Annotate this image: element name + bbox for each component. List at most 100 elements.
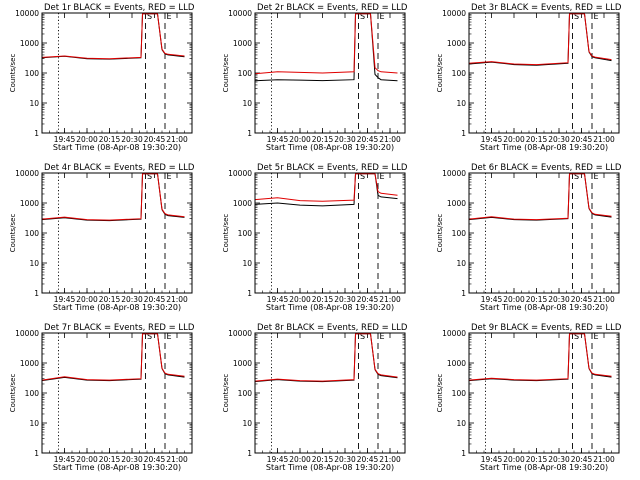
x-tick-label: 20:30 (334, 455, 356, 464)
x-tick-label: 19:45 (54, 135, 76, 144)
y-tick-label: 10 (456, 259, 466, 268)
x-axis-label: Start Time (08-Apr-08 19:30:20) (480, 143, 608, 152)
x-tick-label: 20:15 (99, 135, 121, 144)
marker-label-e: E (594, 332, 599, 341)
y-axis-label: Counts/sec (436, 374, 444, 413)
y-tick-label: 10000 (15, 169, 39, 178)
y-tick-label: 1000 (233, 359, 252, 368)
x-tick-label: 20:45 (144, 455, 166, 464)
series-line-events (469, 173, 612, 221)
y-tick-label: 10000 (442, 329, 466, 338)
x-tick-label: 20:00 (503, 455, 525, 464)
marker-label-e: E (167, 172, 172, 181)
panel-1: Det 1r BLACK = Events, RED = LLD 1 10 100 10… (9, 3, 195, 152)
x-tick-label: 21:00 (593, 135, 615, 144)
x-tick-label: 20:00 (289, 295, 311, 304)
y-tick-label: 1 (34, 129, 39, 138)
marker-label-e: E (594, 172, 599, 181)
y-tick-label: 1 (461, 449, 466, 458)
panel-title: Det 3r BLACK = Events, RED = LLD (471, 3, 622, 13)
marker-label-s: S (574, 332, 579, 341)
x-axis-label: Start Time (08-Apr-08 19:30:20) (53, 303, 181, 312)
x-tick-label: 20:45 (357, 135, 379, 144)
series-line-events (255, 333, 398, 383)
series-line-events (42, 173, 185, 222)
y-tick-label: 1000 (20, 199, 39, 208)
x-tick-label: 19:45 (481, 455, 503, 464)
panel-6: Det 6r BLACK = Events, RED = LLD 1 10 100 10… (436, 163, 622, 312)
y-tick-label: 1 (34, 289, 39, 298)
y-tick-label: 1 (461, 129, 466, 138)
x-tick-label: 20:15 (99, 295, 121, 304)
panel-7: Det 7r BLACK = Events, RED = LLD 1 10 100 10… (9, 323, 195, 472)
y-axis-label: Counts/sec (436, 54, 444, 93)
x-tick-label: 19:45 (267, 135, 289, 144)
y-tick-label: 10 (29, 259, 39, 268)
x-tick-label: 21:00 (593, 455, 615, 464)
y-tick-label: 1000 (20, 359, 39, 368)
series-line-events (469, 13, 612, 66)
y-axis-label: Counts/sec (9, 214, 17, 253)
x-tick-label: 19:45 (481, 295, 503, 304)
panel-title: Det 5r BLACK = Events, RED = LLD (257, 163, 408, 173)
panel-title: Det 9r BLACK = Events, RED = LLD (471, 323, 622, 333)
x-tick-label: 20:30 (334, 135, 356, 144)
plot-frame (254, 12, 406, 134)
x-axis-label: Start Time (08-Apr-08 19:30:20) (53, 463, 181, 472)
y-tick-label: 1000 (447, 39, 466, 48)
y-axis-label: Counts/sec (222, 214, 230, 253)
y-tick-label: 10 (29, 99, 39, 108)
x-axis-label: Start Time (08-Apr-08 19:30:20) (266, 143, 394, 152)
series-line-lld (469, 13, 612, 66)
panel-3: Det 3r BLACK = Events, RED = LLD 1 10 100 10… (436, 3, 622, 152)
y-tick-label: 1 (34, 449, 39, 458)
plot-frame (468, 172, 620, 294)
x-axis-label: Start Time (08-Apr-08 19:30:20) (266, 463, 394, 472)
plot-frame (468, 332, 620, 454)
series-line-lld (255, 173, 398, 202)
series-line-lld (469, 173, 612, 221)
series-line-lld (42, 13, 185, 60)
series-line-lld (469, 333, 612, 381)
marker-label-e: E (594, 12, 599, 21)
y-tick-label: 1 (247, 449, 252, 458)
x-tick-label: 20:15 (312, 135, 334, 144)
x-tick-label: 20:45 (357, 295, 379, 304)
y-tick-label: 10 (242, 99, 252, 108)
x-tick-label: 19:45 (481, 135, 503, 144)
x-tick-label: 20:00 (289, 135, 311, 144)
x-tick-label: 20:00 (76, 455, 98, 464)
y-axis-label: Counts/sec (9, 54, 17, 93)
x-tick-label: 21:00 (593, 295, 615, 304)
panel-5: Det 5r BLACK = Events, RED = LLD 1 10 100 10… (222, 163, 408, 312)
x-tick-label: 20:30 (334, 295, 356, 304)
series-line-lld (42, 333, 185, 381)
y-tick-label: 1 (461, 289, 466, 298)
y-tick-label: 100 (238, 69, 253, 78)
x-tick-label: 20:30 (548, 295, 570, 304)
y-tick-label: 10000 (15, 329, 39, 338)
x-tick-label: 20:30 (121, 295, 143, 304)
plot-frame (41, 172, 193, 294)
y-tick-label: 10 (242, 419, 252, 428)
marker-label-s: S (574, 172, 579, 181)
x-tick-label: 20:45 (144, 295, 166, 304)
y-tick-label: 100 (25, 389, 40, 398)
y-tick-label: 10000 (442, 169, 466, 178)
x-tick-label: 20:45 (357, 455, 379, 464)
x-tick-label: 21:00 (379, 135, 401, 144)
x-tick-label: 20:45 (571, 295, 593, 304)
marker-label-e: E (380, 332, 385, 341)
x-tick-label: 20:15 (526, 455, 548, 464)
panel-4: Det 4r BLACK = Events, RED = LLD 1 10 100 10… (9, 163, 195, 312)
x-axis-label: Start Time (08-Apr-08 19:30:20) (266, 303, 394, 312)
x-tick-label: 20:30 (121, 455, 143, 464)
marker-label-s: S (147, 172, 152, 181)
panel-8: Det 8r BLACK = Events, RED = LLD 1 10 100 10… (222, 323, 408, 472)
x-tick-label: 20:00 (503, 135, 525, 144)
x-tick-label: 20:30 (121, 135, 143, 144)
x-tick-label: 20:00 (76, 295, 98, 304)
panel-title: Det 4r BLACK = Events, RED = LLD (44, 163, 195, 173)
x-tick-label: 19:45 (54, 455, 76, 464)
y-tick-label: 1 (247, 289, 252, 298)
